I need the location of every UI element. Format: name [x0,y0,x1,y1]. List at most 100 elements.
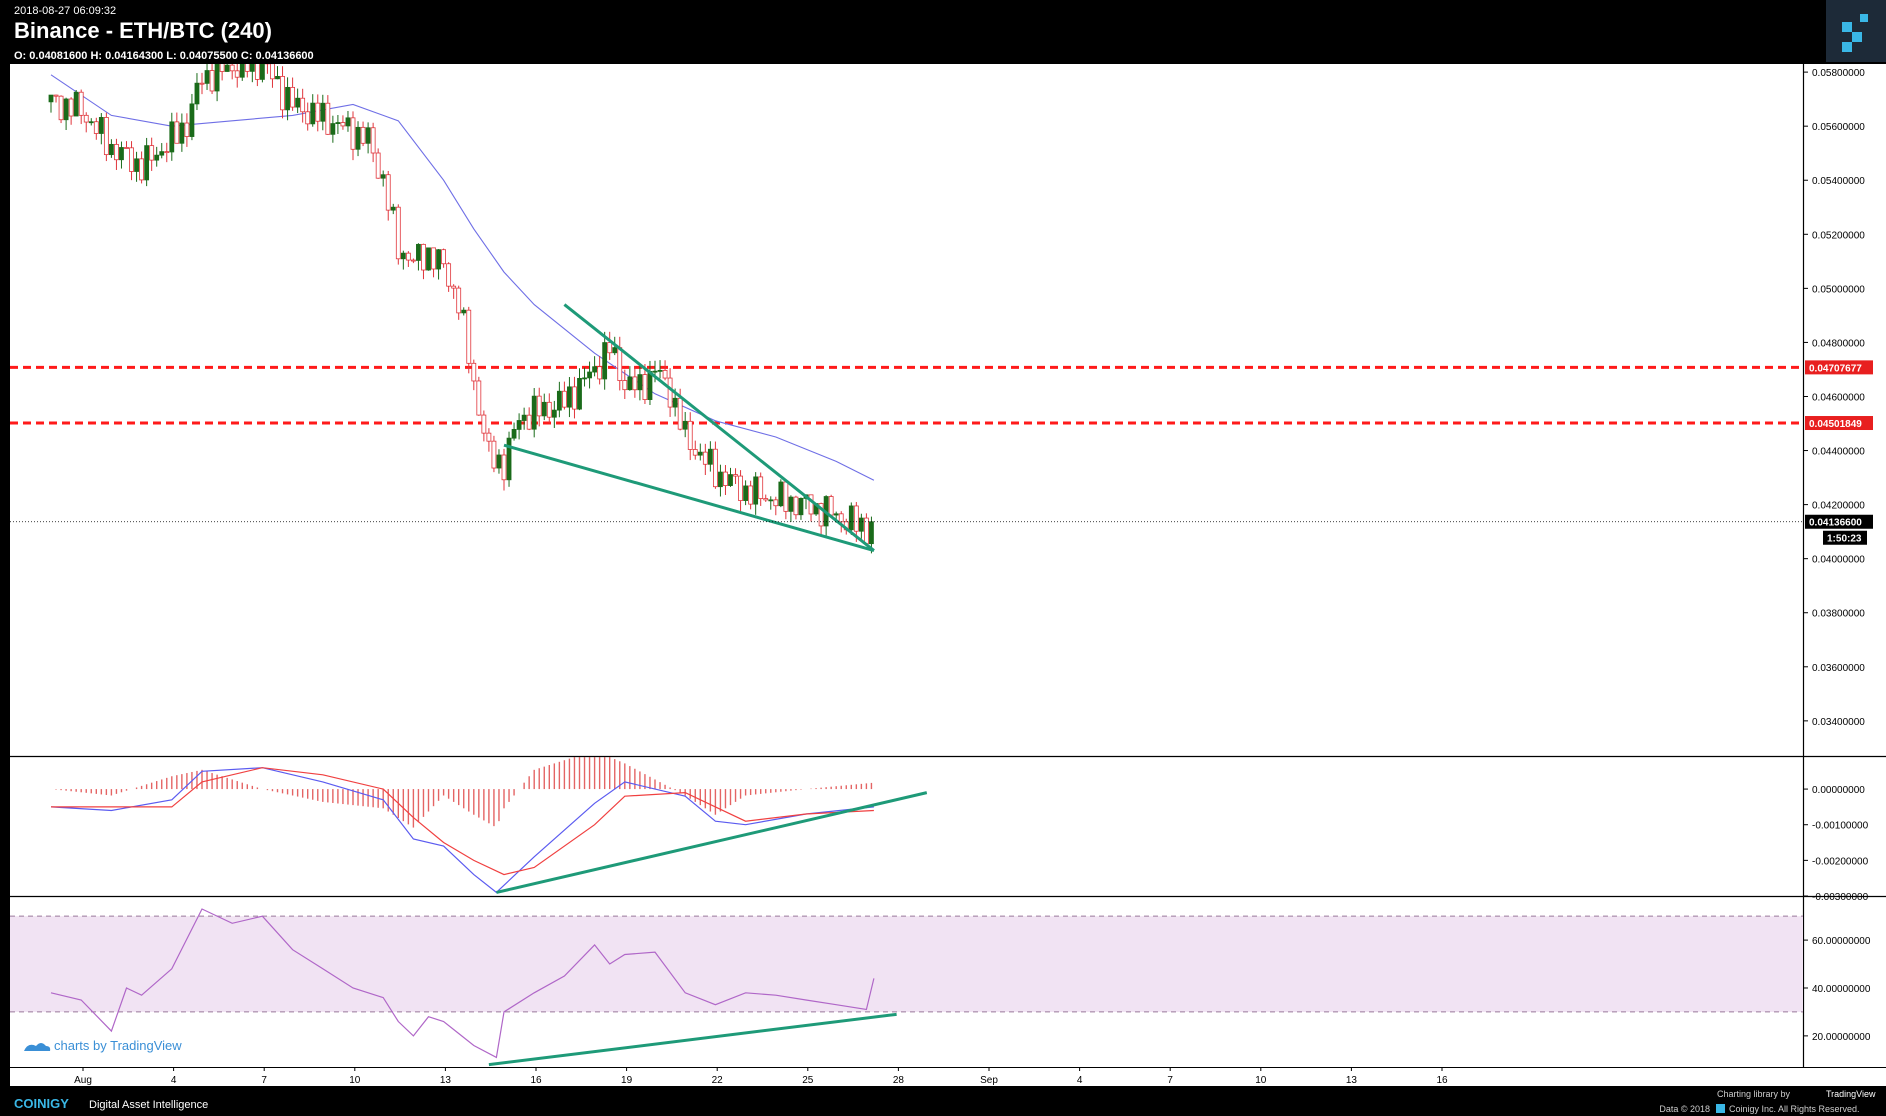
candle-body [73,91,79,117]
price-pane[interactable] [10,64,1803,756]
candle-body [436,249,441,270]
candle-body [305,111,311,125]
candle-body [707,448,713,465]
tradingview-label[interactable]: TradingView [1826,1089,1876,1099]
candle-body [103,117,109,156]
candle-body [637,374,643,391]
candle-body [743,485,748,501]
tradingview-watermark[interactable]: charts by TradingView [24,1038,182,1053]
candle-body [476,380,482,416]
trendlines[interactable] [488,303,928,1067]
macd-tick-label: -0.00100000 [1812,821,1869,832]
candle-body [536,395,542,417]
candle-body [833,513,839,516]
candle-body [773,499,779,507]
candle-body [400,252,406,260]
level-tag [1805,360,1873,375]
horizontal-levels[interactable]: 0.04707677 0.04501849 [10,360,1873,431]
candle-body [869,521,874,545]
price-tick-label: 0.05400000 [1812,176,1865,187]
candle-body [375,152,381,179]
candle-body [119,147,124,161]
candle-body [229,64,235,72]
time-tick-label: 10 [349,1075,361,1086]
candle-body [360,126,366,144]
candle-body [501,454,507,481]
candle-body [853,505,859,532]
macd-tick-label: -0.00300000 [1812,892,1869,903]
candle-body [254,64,260,80]
candle-body [270,64,275,80]
candle-body [249,64,255,72]
candle-body [551,409,557,418]
candles [48,64,874,554]
candle-body [109,143,114,156]
candle-body [798,497,804,516]
time-tick-label: 28 [893,1075,905,1086]
candle-body [808,494,814,515]
rsi-axis-ticks: 60.00000000 40.00000000 20.00000000 [1803,936,1871,1043]
candle-body [385,174,391,211]
macd-tick-label: 0.00000000 [1812,785,1865,796]
current-price-label: 0.04136600 [1809,518,1862,529]
price-tick-label: 0.04600000 [1812,392,1865,403]
ohlc-readout: O: 0.04081600 H: 0.04164300 L: 0.0407550… [14,50,314,62]
chart-title: Binance - ETH/BTC (240) [14,18,272,43]
candle-body [68,98,74,117]
rsi-divergence-line[interactable] [488,1012,897,1067]
current-price-tag [1805,514,1873,529]
rsi-series-line [50,908,875,1059]
time-tick-label: 13 [1346,1075,1358,1086]
candle-body [139,158,145,181]
candle-body [456,287,462,314]
macd-divergence-line[interactable] [496,791,928,894]
time-axis[interactable] [10,1067,1886,1086]
candle-body [310,102,316,125]
candle-body [793,496,799,516]
macd-histogram [55,757,873,828]
rsi-band [10,916,1803,1012]
candle-body [275,76,280,80]
candle-body [848,505,854,531]
time-tick-label: 25 [802,1075,814,1086]
candle-body [788,496,794,512]
candle-body [174,121,180,144]
candle-body [315,102,321,122]
candle-body [728,474,733,486]
time-tick-label: 22 [712,1075,724,1086]
candle-body [582,377,587,380]
candle-body [421,243,426,271]
candle-body [642,374,648,400]
candle-body [783,481,789,512]
candle-body [622,380,628,391]
candle-body [763,498,769,501]
candle-body [627,376,633,391]
candle-body [189,103,195,137]
candle-body [516,420,522,430]
macd-pane[interactable] [10,757,1803,896]
time-tick-label: 13 [440,1075,452,1086]
candle-body [83,114,89,123]
candle-body [48,94,54,103]
copyright-label: Data © 2018 [1659,1104,1710,1114]
candle-body [149,145,155,161]
time-tick-label: 19 [621,1075,633,1086]
coinigy-brand[interactable]: COINIGY Digital Asset Intelligence [14,1096,208,1111]
wedge-trendline[interactable] [563,303,875,552]
candle-body [758,476,764,499]
price-axis[interactable] [1803,64,1886,1067]
coinigy-logo-icon[interactable] [1826,0,1886,62]
rsi-line [50,908,875,1059]
candle-body [219,64,225,72]
candle-body [617,347,623,381]
wedge-trendline[interactable] [503,443,875,553]
candle-body [179,122,185,144]
candle-body [612,347,618,354]
candle-body [733,474,738,477]
candle-body [702,451,708,465]
ma-line [50,74,875,481]
countdown-tag [1823,530,1867,545]
candle-body [300,97,306,113]
candle-body [124,147,129,149]
